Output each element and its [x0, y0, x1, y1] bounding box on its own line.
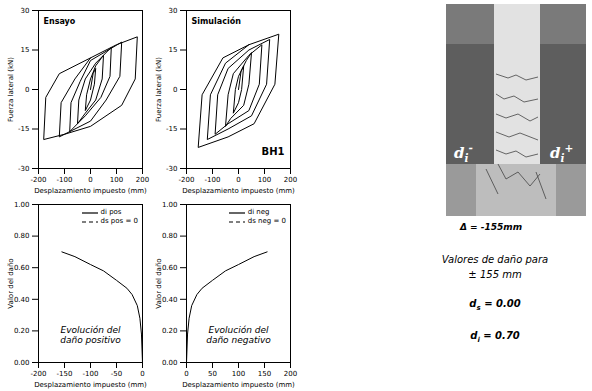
svg-text:0.80: 0.80 [14, 232, 30, 240]
svg-text:Desplazamiento impuesto (mm): Desplazamiento impuesto (mm) [182, 381, 295, 389]
html-text:Valores de daño para: Valores de daño para [441, 254, 549, 265]
svg-text:Desplazamiento impuesto (mm): Desplazamiento impuesto (mm) [182, 187, 295, 195]
svg-text:Ensayo: Ensayo [44, 17, 76, 26]
svg-text:50: 50 [208, 370, 217, 378]
html-text:di pos: di pos [100, 208, 122, 216]
svg-text:0: 0 [140, 370, 144, 378]
svg-text:0.40: 0.40 [14, 296, 30, 304]
svg-text:100: 100 [232, 370, 245, 378]
svg-text:-30: -30 [166, 165, 177, 173]
svg-text:BH1: BH1 [262, 146, 285, 157]
svg-text:0: 0 [88, 176, 92, 184]
svg-text:0: 0 [236, 176, 240, 184]
html-text:ds neg = 0: ds neg = 0 [247, 217, 286, 225]
html-text:di neg: di neg [247, 208, 270, 216]
svg-text:15: 15 [169, 46, 178, 54]
svg-text:1.00: 1.00 [162, 201, 178, 209]
svg-text:Desplazamiento impuesto (mm): Desplazamiento impuesto (mm) [34, 187, 147, 195]
svg-text:Simulación: Simulación [192, 16, 242, 26]
svg-text:30: 30 [21, 7, 30, 15]
svg-text:100: 100 [258, 176, 271, 184]
html-text:ds= 0.00: ds= 0.00 [469, 298, 521, 312]
svg-text:0: 0 [25, 86, 29, 94]
svg-text:-200: -200 [179, 176, 195, 184]
svg-text:0.80: 0.80 [162, 232, 178, 240]
svg-text:0.00: 0.00 [14, 359, 30, 367]
svg-text:30: 30 [169, 7, 178, 15]
html-text:± 155 mm: ± 155 mm [468, 269, 522, 280]
svg-text:-30: -30 [18, 165, 29, 173]
svg-text:0.20: 0.20 [162, 327, 178, 335]
svg-text:-100: -100 [205, 176, 221, 184]
svg-text:Desplazamiento impuesto (mm): Desplazamiento impuesto (mm) [34, 381, 147, 389]
svg-text:Fuerza lateral (kN): Fuerza lateral (kN) [7, 57, 15, 122]
svg-text:-50: -50 [111, 370, 122, 378]
svg-text:0.60: 0.60 [14, 264, 30, 272]
svg-text:Fuerza lateral (kN): Fuerza lateral (kN) [155, 57, 163, 122]
html-text:Δ = -155mm: Δ = -155mm [460, 222, 522, 232]
svg-text:-15: -15 [18, 125, 29, 133]
svg-text:0.00: 0.00 [162, 359, 178, 367]
svg-text:150: 150 [258, 370, 271, 378]
html-text:di= 0.70: di= 0.70 [470, 330, 520, 344]
svg-text:Evolución deldaño negativo: Evolución deldaño negativo [206, 325, 271, 345]
svg-text:Valor del daño: Valor del daño [7, 258, 15, 308]
svg-text:0: 0 [184, 370, 188, 378]
html-text:di: di [550, 144, 565, 164]
svg-text:1.00: 1.00 [14, 201, 30, 209]
svg-text:-200: -200 [31, 176, 47, 184]
svg-text:200: 200 [284, 370, 297, 378]
svg-text:0.40: 0.40 [162, 296, 178, 304]
svg-text:-200: -200 [31, 370, 47, 378]
html-text:di: di [454, 144, 469, 164]
svg-text:100: 100 [110, 176, 123, 184]
svg-text:200: 200 [284, 176, 297, 184]
svg-text:-100: -100 [83, 370, 99, 378]
html-text:ds pos = 0: ds pos = 0 [100, 217, 138, 225]
svg-text:200: 200 [136, 176, 149, 184]
svg-text:0.60: 0.60 [162, 264, 178, 272]
svg-text:15: 15 [21, 46, 30, 54]
svg-text:-100: -100 [57, 176, 73, 184]
svg-text:0: 0 [173, 86, 177, 94]
svg-text:Valor del daño: Valor del daño [155, 258, 163, 308]
svg-text:-150: -150 [57, 370, 73, 378]
svg-text:0.20: 0.20 [14, 327, 30, 335]
svg-text:-15: -15 [166, 125, 177, 133]
svg-text:Evolución deldaño positivo: Evolución deldaño positivo [60, 325, 121, 345]
